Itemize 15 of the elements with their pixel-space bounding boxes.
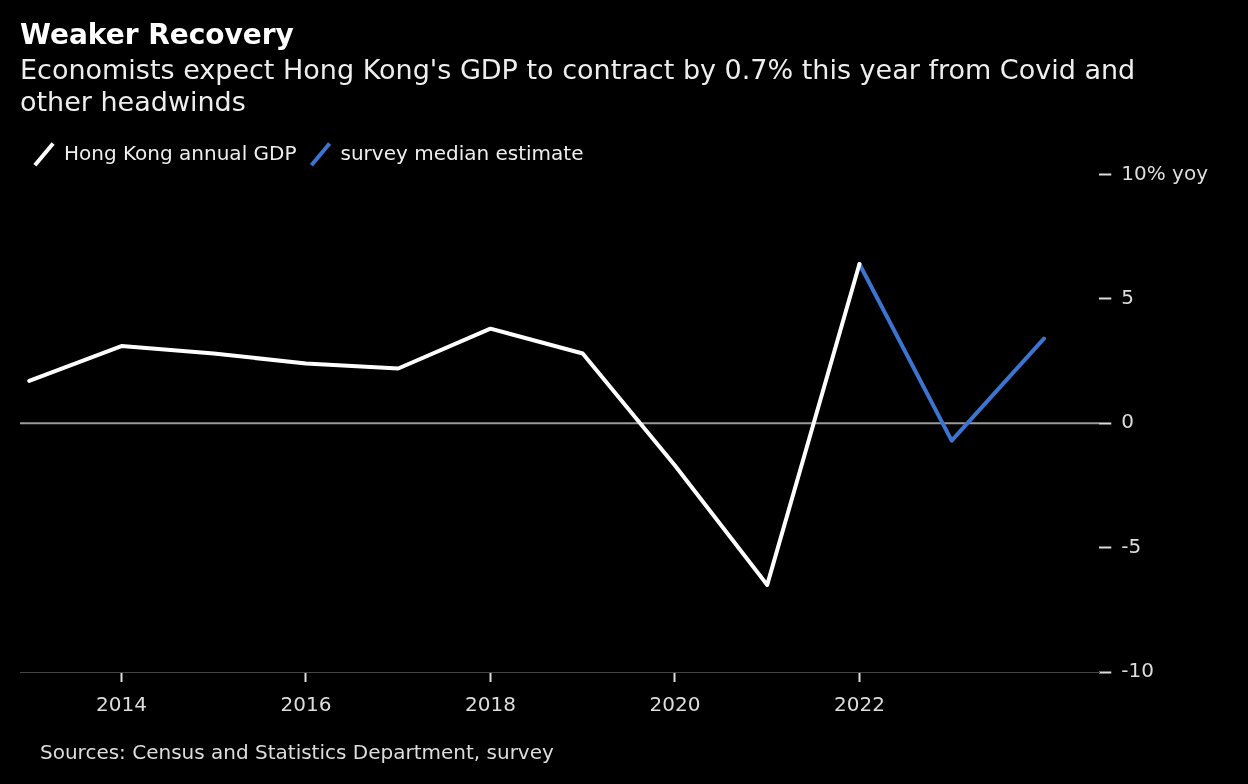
source-note: Sources: Census and Statistics Department, survey	[40, 740, 554, 764]
y-tick-label: 0	[1121, 409, 1135, 434]
x-tick-label: 2016	[280, 692, 332, 717]
chart-title: Weaker Recovery	[20, 18, 294, 52]
y-tick-label: -5	[1121, 533, 1142, 558]
x-tick-label: 2018	[465, 692, 516, 717]
y-tick-label: 10% yoy	[1121, 160, 1209, 185]
x-tick-label: 2014	[96, 692, 147, 717]
legend-label: survey median estimate	[340, 140, 584, 165]
x-tick-label: 2022	[833, 692, 885, 717]
y-tick-label: 5	[1121, 285, 1135, 309]
chart-subtitle: Economists expect Hong Kong's GDP to contract by 0.7% this year from Covid and other headwinds	[20, 53, 1136, 118]
y-tick-label: -10	[1121, 658, 1154, 683]
x-tick-label: 2020	[649, 692, 701, 717]
legend-label: Hong Kong annual GDP	[64, 140, 297, 165]
